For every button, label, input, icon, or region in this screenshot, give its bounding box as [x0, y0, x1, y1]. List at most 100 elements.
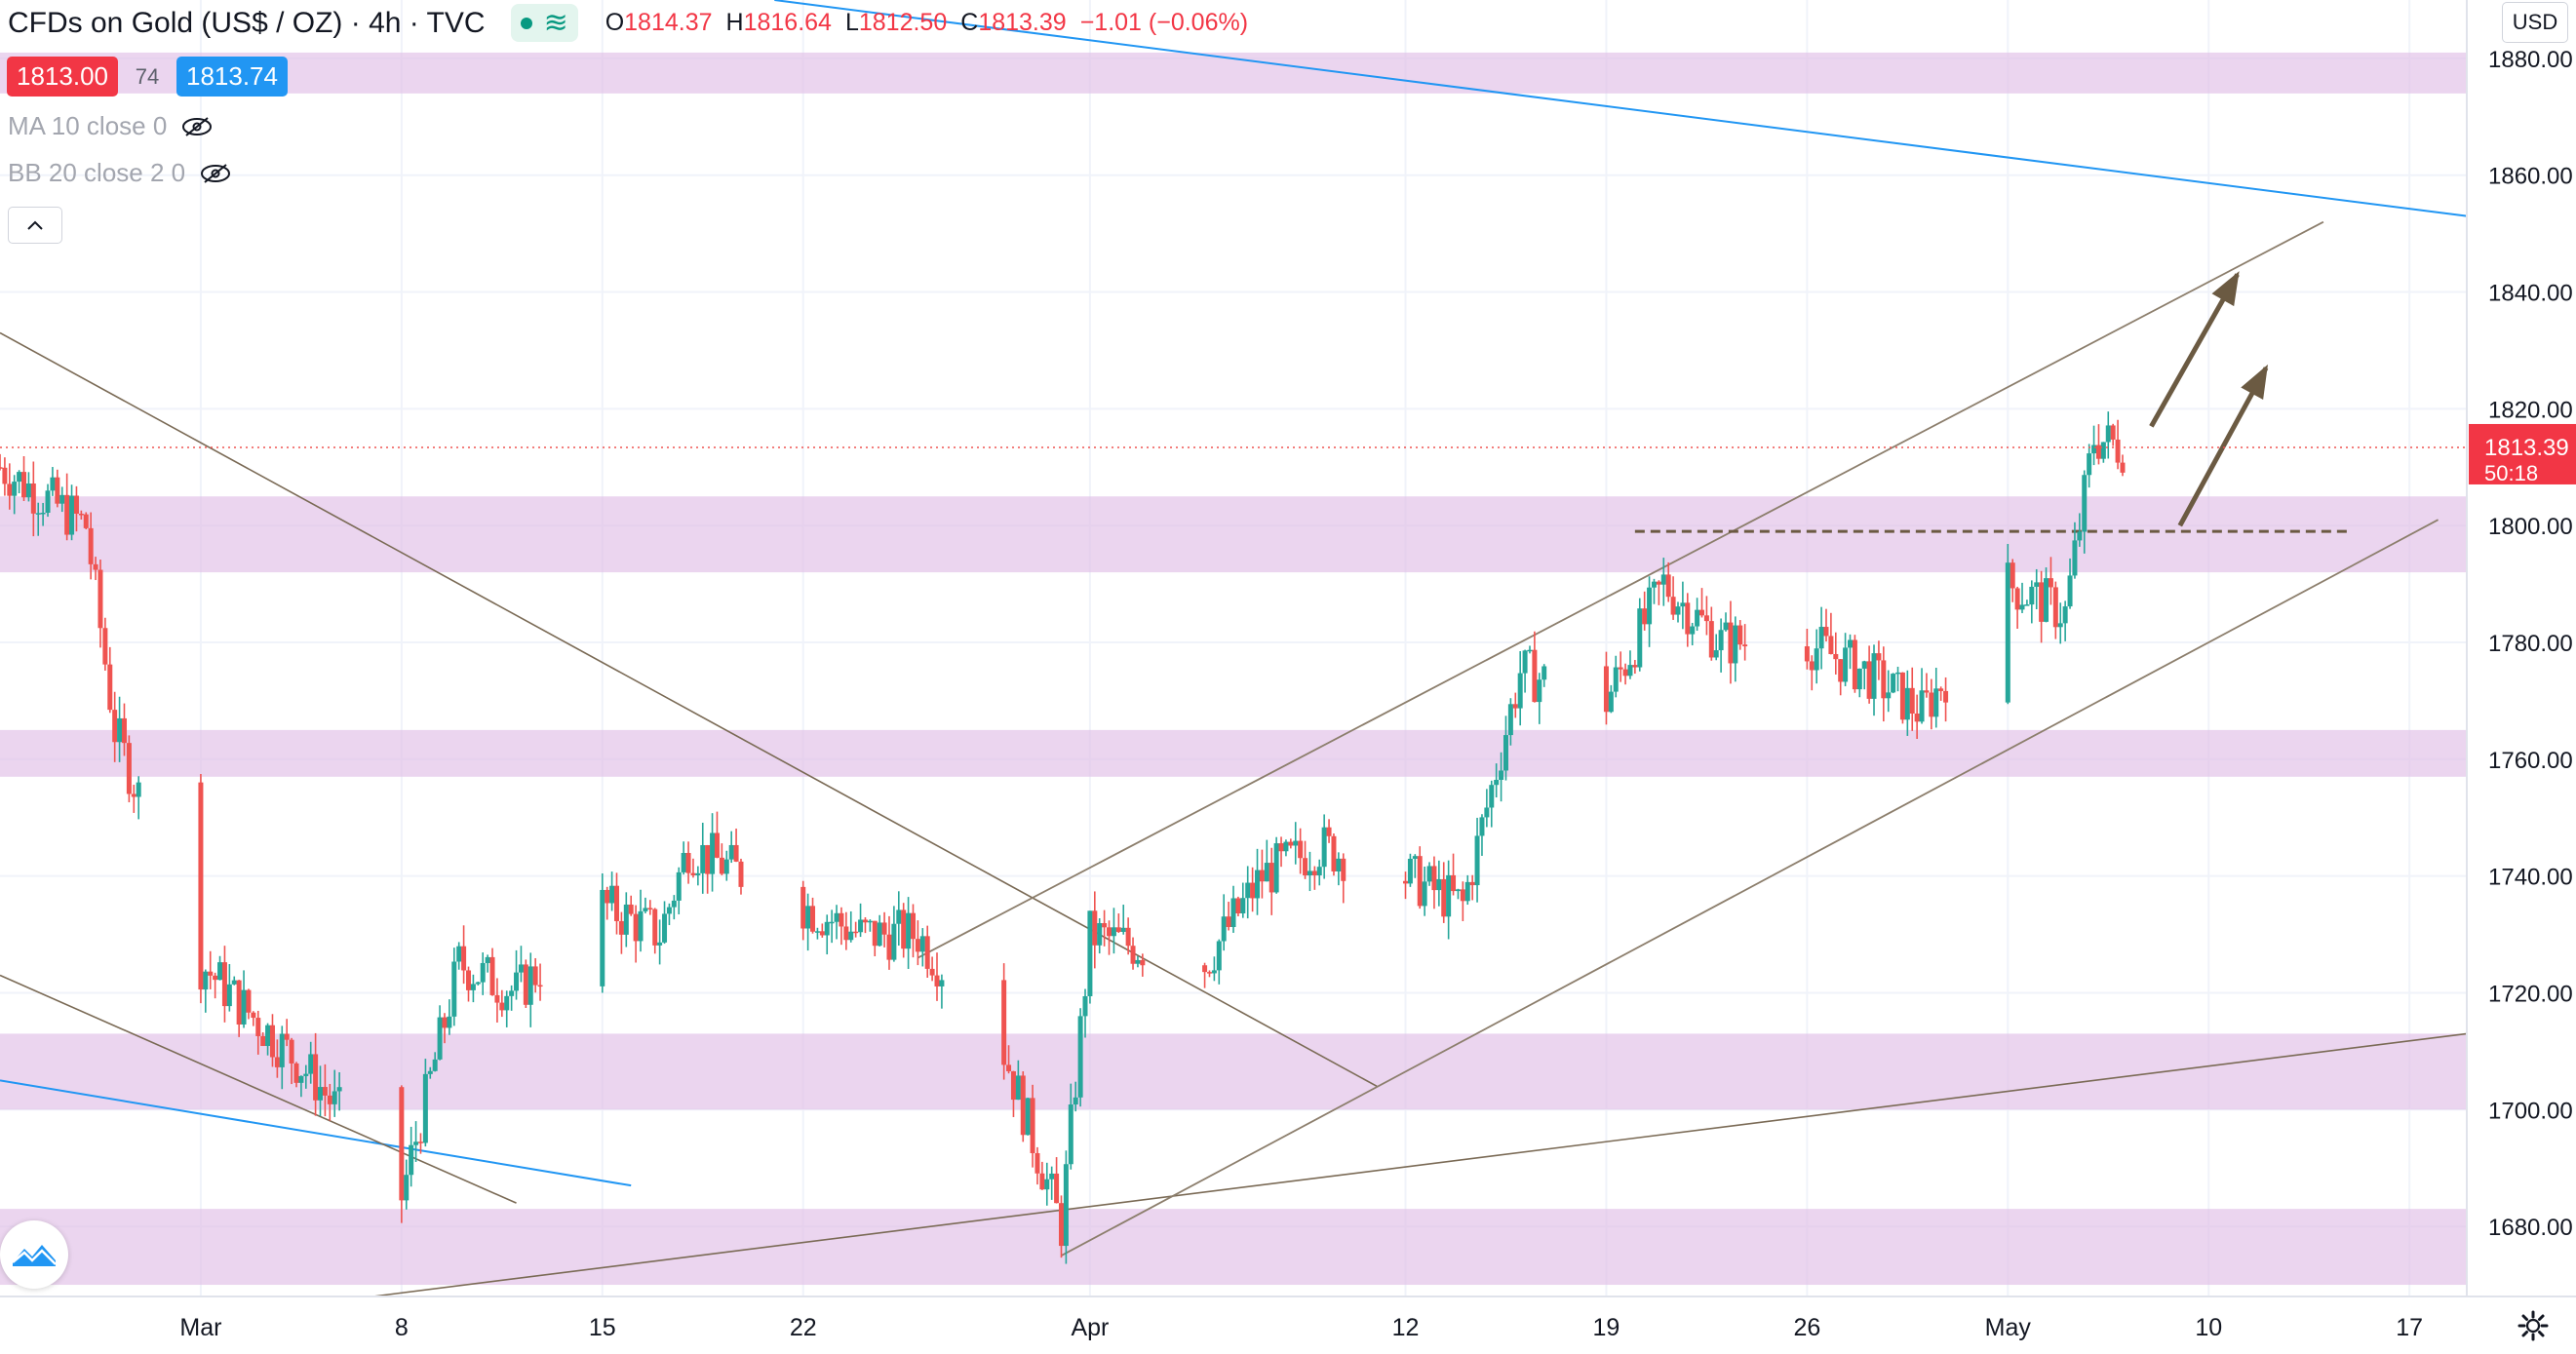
candle-body — [901, 909, 907, 949]
candle-body — [714, 832, 720, 858]
candle-body — [2110, 425, 2116, 440]
chart-settings-button[interactable] — [2514, 1306, 2553, 1345]
candle-body — [2010, 562, 2015, 589]
candle-body — [466, 970, 472, 990]
time-tick-label: 19 — [1593, 1314, 1620, 1341]
candle-body — [509, 990, 515, 996]
candle-body — [73, 495, 79, 514]
candle-body — [1852, 639, 1857, 690]
indicator-bb-label: BB 20 close 2 0 — [8, 158, 186, 187]
candle-body — [1030, 1098, 1035, 1153]
sr-zone — [0, 496, 2467, 573]
market-status-badge[interactable]: ≋ — [510, 4, 578, 42]
candle-body — [1316, 867, 1322, 875]
candle-body — [1426, 866, 1432, 882]
candles — [0, 411, 2126, 1264]
candle-body — [605, 889, 610, 904]
candle-body — [2062, 606, 2068, 624]
candle-body — [1025, 1098, 1031, 1136]
candle-body — [64, 494, 70, 535]
candle-body — [609, 885, 615, 904]
candle-body — [695, 872, 701, 875]
candle-body — [1517, 673, 1523, 709]
candle-body — [1651, 581, 1657, 588]
candle-body — [117, 717, 123, 743]
candle-body — [1307, 870, 1312, 876]
candle-body — [213, 975, 218, 981]
candle-body — [915, 939, 920, 952]
trendline-falling-line-lower — [0, 974, 517, 1204]
candle-body — [2120, 462, 2126, 473]
candle-body — [2044, 578, 2049, 622]
price-tick-label: 1780.00 — [2488, 631, 2573, 657]
collapse-indicators-button[interactable] — [8, 207, 62, 244]
candle-body — [853, 931, 859, 934]
candle-body — [848, 931, 854, 941]
price-tick-label: 1700.00 — [2488, 1098, 2573, 1124]
candle-body — [1058, 1203, 1064, 1247]
eye-crossed-icon[interactable] — [180, 116, 214, 137]
price-tick-label: 1860.00 — [2488, 164, 2573, 190]
eye-crossed-icon[interactable] — [199, 163, 232, 184]
indicator-ma[interactable]: MA 10 close 0 — [8, 111, 214, 141]
candle-body — [705, 844, 711, 874]
candle-body — [1221, 916, 1227, 942]
candle-body — [1718, 630, 1724, 651]
indicator-bb[interactable]: BB 20 close 2 0 — [8, 158, 232, 188]
candle-body — [1293, 840, 1299, 846]
candle-body — [432, 1059, 438, 1071]
candle-body — [1326, 827, 1332, 836]
trendline-falling-line-upper — [0, 331, 1378, 1088]
candle-body — [891, 923, 897, 960]
candle-body — [623, 904, 629, 935]
close-value: 1813.39 — [978, 9, 1067, 36]
currency-button[interactable]: USD — [2502, 2, 2568, 43]
candle-body — [475, 982, 481, 985]
candle-body — [881, 922, 887, 935]
candle-body — [877, 922, 882, 947]
trendlines[interactable] — [0, 0, 2468, 1297]
candle-body — [59, 494, 65, 504]
candle-body — [1703, 615, 1709, 622]
candle-body — [1107, 927, 1112, 937]
candle-body — [1933, 688, 1939, 717]
buy-price-button[interactable]: 1813.74 — [176, 57, 288, 97]
candle-body — [1087, 910, 1093, 996]
candle-body — [1455, 889, 1461, 892]
candle-body — [1708, 621, 1714, 658]
candle-body — [1891, 674, 1896, 693]
candle-body — [499, 1002, 505, 1011]
candle-body — [121, 717, 127, 744]
candle-body — [0, 467, 3, 469]
candle-body — [1532, 649, 1538, 703]
candle-body — [1235, 898, 1241, 914]
candle-body — [2115, 439, 2121, 463]
candle-body — [824, 921, 830, 936]
time-tick-label: Apr — [1071, 1314, 1109, 1341]
price-tick-label: 1800.00 — [2488, 514, 2573, 540]
candle-body — [2039, 582, 2045, 622]
symbol-title[interactable]: CFDs on Gold (US$ / OZ) · 4h · TVC — [8, 6, 486, 39]
time-axis[interactable]: Mar 8 15 22 Apr 12 19 26 May 10 17 — [0, 1296, 2576, 1341]
tradingview-logo[interactable] — [0, 1220, 68, 1289]
price-axis[interactable]: 1680.00 1700.00 1720.00 1740.00 1760.00 1780.… — [2466, 0, 2576, 1296]
candle-body — [231, 980, 237, 985]
price-tick-label: 1840.00 — [2488, 281, 2573, 307]
sell-price-button[interactable]: 1813.00 — [7, 57, 118, 97]
price-tick-label: 1740.00 — [2488, 865, 2573, 891]
candle-body — [1469, 881, 1475, 886]
candle-body — [1637, 608, 1643, 668]
candle-body — [2029, 586, 2035, 605]
time-tick-label: 26 — [1793, 1314, 1820, 1341]
candle-body — [88, 527, 94, 564]
candle-body — [1135, 959, 1141, 964]
candle-body — [1881, 660, 1887, 699]
price-tick-label: 1880.00 — [2488, 47, 2573, 73]
candle-body — [313, 1054, 319, 1101]
candle-body — [1603, 666, 1609, 713]
candle-body — [69, 495, 75, 535]
annotations — [0, 271, 2467, 527]
candle-body — [55, 477, 60, 504]
